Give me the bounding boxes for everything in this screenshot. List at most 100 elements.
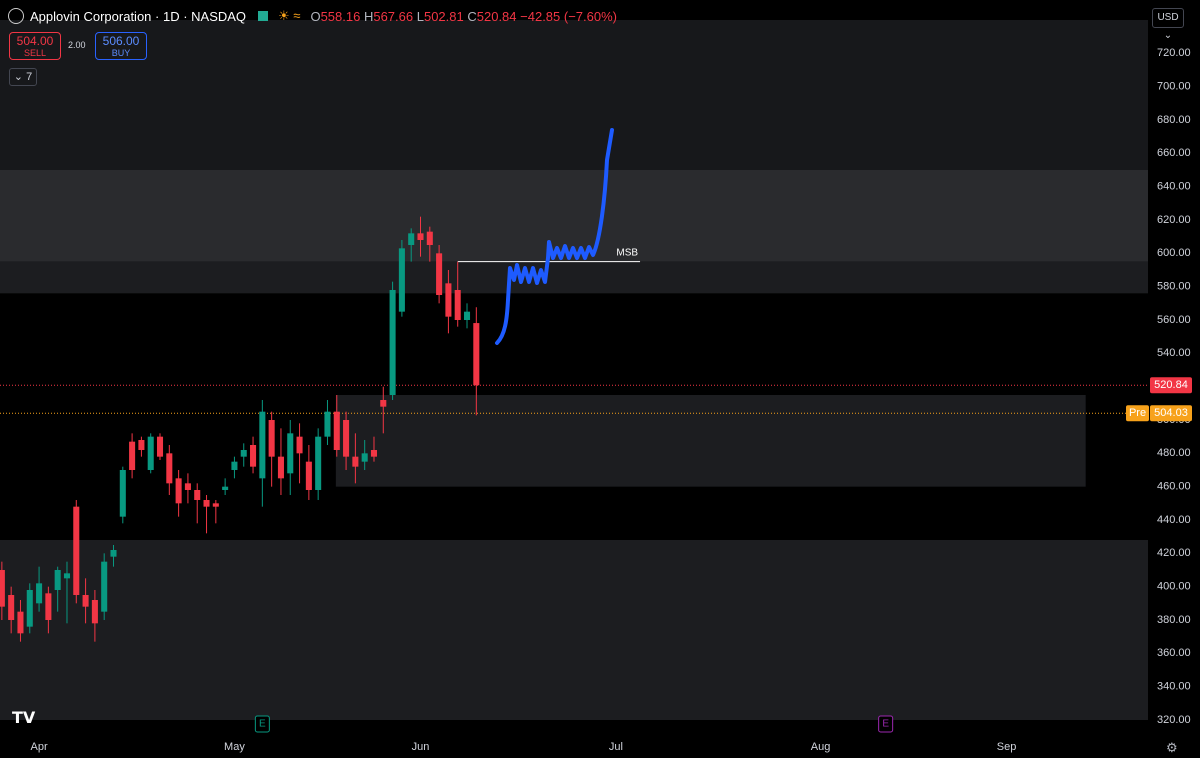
candle-body: [91, 600, 98, 624]
event-marker: [254, 715, 270, 733]
buy-label: BUY: [111, 48, 131, 58]
y-tick-label: 560.00: [1157, 314, 1191, 326]
event-label: E: [259, 719, 266, 730]
price-label-box: [1150, 405, 1192, 422]
price-label: 504.03: [1154, 407, 1188, 419]
candle-body: [389, 290, 396, 395]
zone: [0, 540, 1148, 720]
candle-body: [0, 570, 5, 607]
candle-body: [138, 440, 145, 450]
x-tick-label: May: [224, 741, 245, 753]
y-tick-label: 440.00: [1157, 514, 1191, 526]
x-tick-label: Jul: [609, 741, 623, 753]
candle-body: [417, 233, 424, 240]
flag: [258, 11, 269, 21]
y-tick-label: 380.00: [1157, 614, 1191, 626]
ohlc-value: 558.16: [320, 8, 361, 24]
buy-button[interactable]: 506.00 BUY: [95, 32, 147, 60]
candle-body: [73, 506, 80, 595]
candle-body: [343, 420, 350, 457]
candle-body: [473, 323, 480, 386]
ohlc: O558.16 H567.66 L502.81 C520.84 −42.85 (…: [310, 9, 617, 24]
candle-body: [352, 456, 359, 467]
price-label: 520.84: [1154, 379, 1188, 391]
candle-body: [54, 570, 61, 590]
candle-body: [203, 500, 210, 507]
candle-body: [426, 231, 433, 245]
event-label: E: [882, 719, 889, 730]
indicators-toggle[interactable]: ⌄ 7: [9, 68, 37, 86]
price-label-box: [1150, 377, 1192, 394]
candle-body: [101, 561, 108, 612]
sell-price: 504.00: [16, 34, 54, 48]
symbol-header: Applovin Corporation · 1D · NASDAQ ☀ ≈ O…: [8, 8, 617, 24]
indicators-count: 7: [26, 71, 33, 83]
candle-body: [194, 490, 201, 500]
y-tick-label: 360.00: [1157, 647, 1191, 659]
candle-body: [333, 411, 340, 450]
spread: 2.00: [68, 40, 86, 50]
candle-body: [63, 573, 71, 579]
sell-label: SELL: [23, 48, 47, 58]
symbol[interactable]: Applovin Corporation · 1D · NASDAQ: [30, 8, 247, 24]
candle-body: [212, 503, 219, 507]
candle-body: [305, 461, 312, 490]
event-marker: [878, 715, 894, 733]
candle-body: [26, 590, 33, 627]
candle-body: [129, 441, 136, 470]
x-tick-label: Sep: [997, 741, 1017, 753]
y-tick-label: 400.00: [1157, 581, 1191, 593]
currency: USD: [1157, 12, 1179, 23]
ohlc-key: L: [416, 8, 424, 24]
candle-body: [324, 411, 331, 437]
candle-body: [259, 411, 266, 479]
ohlc-value: 502.81: [423, 8, 464, 24]
candle-body: [222, 486, 229, 490]
candle-body: [156, 436, 164, 457]
candle-body: [119, 470, 126, 517]
y-tick-label: 460.00: [1157, 481, 1191, 493]
candle-body: [147, 436, 154, 470]
y-tick-label: 720.00: [1157, 47, 1191, 59]
candle-body: [166, 453, 173, 484]
buy-price: 506.00: [102, 34, 140, 48]
candle-body: [175, 478, 182, 504]
candle-body: [463, 311, 471, 320]
ohlc-key: O: [310, 8, 321, 24]
settings[interactable]: ⚙: [1166, 740, 1178, 755]
msb-label: MSB: [616, 247, 638, 258]
x-tick-label: Apr: [31, 741, 48, 753]
time-axis: [0, 735, 1200, 758]
ohlc-key: C: [467, 8, 477, 24]
y-tick-label: 420.00: [1157, 547, 1191, 559]
tv-logo: TV: [12, 708, 36, 727]
candle-body: [268, 420, 275, 457]
candle-body: [370, 450, 378, 457]
candle-body: [445, 283, 452, 317]
tag-box: [1126, 405, 1149, 422]
candle-body: [361, 453, 368, 462]
y-tick-label: 620.00: [1157, 214, 1191, 226]
candle-body: [398, 248, 405, 312]
y-tick-label: 700.00: [1157, 81, 1191, 93]
zone: [335, 395, 1086, 487]
y-tick-label: 540.00: [1157, 347, 1191, 359]
ohlc-value: 520.84: [476, 8, 517, 24]
candle-body: [436, 253, 443, 295]
x-tick-label: Jun: [412, 741, 430, 753]
y-tick-label: 580.00: [1157, 281, 1191, 293]
currency-select[interactable]: USD ⌄: [1152, 8, 1184, 41]
candle-body: [184, 483, 191, 490]
candle-body: [454, 290, 461, 320]
logo: [8, 8, 24, 24]
y-tick-label: 680.00: [1157, 114, 1191, 126]
y-tick-label: 660.00: [1157, 147, 1191, 159]
sell-button[interactable]: 504.00 SELL: [9, 32, 61, 60]
market-status: ☀ ≈: [278, 8, 301, 23]
candle-body: [240, 450, 247, 457]
freehand-drawing: [495, 128, 614, 345]
y-tick-label: 640.00: [1157, 181, 1191, 193]
zone: [0, 261, 1148, 294]
